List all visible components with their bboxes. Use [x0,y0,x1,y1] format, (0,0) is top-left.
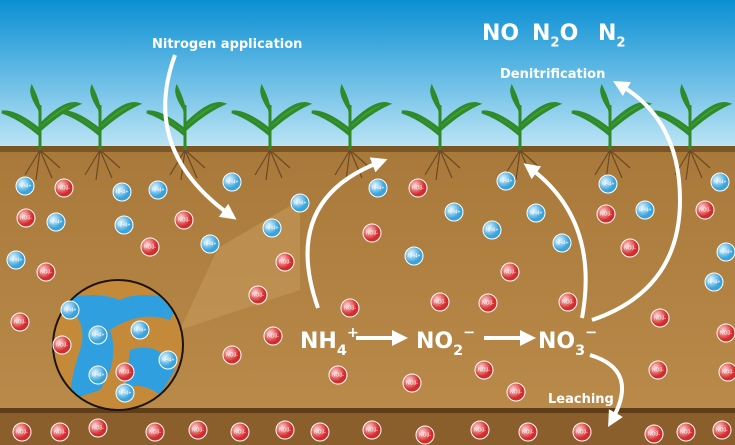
particle-label: NO3- [149,429,161,435]
particle-label: NO3- [600,211,612,217]
particle-label: NO3- [366,230,378,236]
particle-label: NO3- [576,429,588,435]
particle-label: NO3- [314,429,326,435]
particle-label: NH4+ [134,327,147,333]
particle-label: NO3- [680,429,692,435]
formula-sub: 3 [575,343,585,359]
particle-label: NO3- [478,367,490,373]
particle-label: NH4+ [530,210,543,216]
nitrogen-application-label: Nitrogen application [152,37,302,52]
formula-sub: 2 [616,36,625,51]
particle-label: NO3- [267,333,279,339]
particle-label: NO3- [92,425,104,431]
formula-sup: − [463,325,475,341]
particle-label: NO3- [119,369,131,375]
particle-label: NH4+ [152,187,165,193]
particle-label: NO3- [722,369,734,375]
formula-base: N [598,21,616,46]
nitrogen-cycle-diagram: NH4+ NO3- NH4+ NH4+ NH4+ NO3- NH4+ NH4+ NO3- NO3-… [0,0,735,445]
particle-label: NH4+ [602,181,615,187]
particle-label: NO3- [226,352,238,358]
particle-label: NH4+ [720,249,733,255]
particle-label: NO3- [279,427,291,433]
particle-label: NO3- [234,429,246,435]
particle-label: NH4+ [64,307,77,313]
formula: NO [482,21,519,46]
particle-label: NO3- [624,245,636,251]
particle-label: NO3- [279,259,291,265]
particle-label: NO3- [510,389,522,395]
denitrification-label: Denitrification [500,67,605,82]
particle-label: NH4+ [500,178,513,184]
particle-label: NO3- [56,342,68,348]
formula-base: NO [416,329,453,354]
particle-label: NO3- [522,429,534,435]
particle-label: NH4+ [92,372,105,378]
particle-label: NO3- [54,429,66,435]
particle-label: NH4+ [372,185,385,191]
particle-label: NO3- [406,380,418,386]
particle-label: NO3- [419,432,431,438]
formula-base: NH [300,329,337,354]
particle-label: NO3- [366,427,378,433]
particle-label: NO3- [654,315,666,321]
particle-label: NO3- [504,269,516,275]
particle-label: NH4+ [266,225,279,231]
particle-label: NO3- [434,299,446,305]
particle-label: NO3- [14,319,26,325]
particle-label: NO3- [474,427,486,433]
formula-base: NO [538,329,575,354]
particle-label: NO3- [482,300,494,306]
particle-label: NH4+ [708,279,721,285]
formula-base: N [532,21,550,46]
particle-label: NH4+ [294,200,307,206]
particle-label: NO3- [344,305,356,311]
particle-label: NO3- [58,185,70,191]
particle-label: NH4+ [119,390,132,396]
formula-sub: 2 [453,343,463,359]
particle-label: NH4+ [556,240,569,246]
particle-label: NH4+ [19,183,32,189]
particle-label: NO3- [720,330,732,336]
particle-label: NH4+ [116,189,129,195]
soil-surface [0,146,735,152]
particle-label: NH4+ [226,179,239,185]
particle-label: NO3- [716,427,728,433]
leaching-label: Leaching [548,392,614,407]
particle-label: NO3- [252,292,264,298]
particle-label: NH4+ [10,257,23,263]
particle-label: NO3- [16,429,28,435]
particle-label: NH4+ [204,241,217,247]
formula-sup: + [347,325,359,341]
particle-label: NO3- [648,431,660,437]
formula-sup: − [585,325,597,341]
particle-label: NO3- [192,427,204,433]
sky [0,0,735,150]
particle-label: NO3- [40,269,52,275]
particle-label: NO3- [20,215,32,221]
particle-label: NO3- [699,207,711,213]
particle-label: NH4+ [714,179,727,185]
particle-label: NH4+ [639,207,652,213]
formula-sub: 4 [337,343,347,359]
particle-label: NH4+ [50,219,63,225]
particle-label: NH4+ [448,209,461,215]
formula-sub: 2 [550,36,559,51]
particle-label: NO3- [562,299,574,305]
particle-label: NO3- [178,217,190,223]
particle-label: NO3- [144,244,156,250]
particle-label: NH4+ [162,357,175,363]
particle-label: NO3- [412,185,424,191]
particle-label: NH4+ [118,222,131,228]
formula-rest: O [560,21,579,46]
particle-label: NH4+ [486,227,499,233]
particle-label: NO3- [652,367,664,373]
particle-label: NH4+ [92,332,105,338]
particle-label: NO3- [332,372,344,378]
formula-base: NO [482,21,519,46]
particle-label: NH4+ [408,253,421,259]
